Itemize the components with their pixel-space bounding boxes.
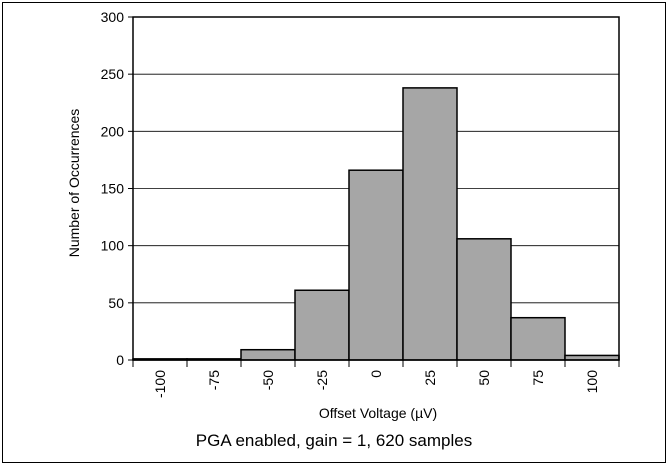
bars — [132, 87, 620, 361]
histogram-bar — [456, 238, 512, 361]
y-tick-label: 100 — [101, 238, 125, 254]
x-tick-label: 25 — [422, 370, 438, 386]
histogram-bar — [510, 316, 566, 361]
y-axis-ticks: 0 50 100 150 200 250 300 — [101, 9, 133, 368]
y-tick-label: 50 — [108, 295, 124, 311]
x-tick-label: 100 — [584, 370, 600, 394]
x-axis-ticks: -100 -75 -50 -25 0 25 50 75 100 — [132, 360, 620, 398]
y-tick-label: 200 — [101, 123, 125, 139]
chart-caption: PGA enabled, gain = 1, 620 samples — [196, 431, 472, 450]
x-tick-label: -50 — [260, 370, 276, 390]
y-axis-label: Number of Occurrences — [66, 109, 82, 258]
histogram-bar — [348, 169, 404, 361]
x-tick-label: -25 — [314, 370, 330, 390]
y-tick-label: 300 — [101, 9, 125, 25]
y-tick-label: 0 — [116, 352, 124, 368]
histogram-bar — [402, 87, 458, 361]
y-tick-label: 150 — [101, 181, 125, 197]
x-tick-label: 0 — [368, 370, 384, 378]
histogram-bar — [294, 289, 350, 361]
histogram-bar — [240, 348, 296, 361]
x-tick-label: 50 — [476, 370, 492, 386]
x-axis-label: Offset Voltage (µV) — [319, 405, 437, 421]
x-tick-label: -75 — [206, 370, 222, 390]
y-tick-label: 250 — [101, 66, 125, 82]
x-tick-label: -100 — [152, 370, 168, 398]
x-tick-label: 75 — [530, 370, 546, 386]
